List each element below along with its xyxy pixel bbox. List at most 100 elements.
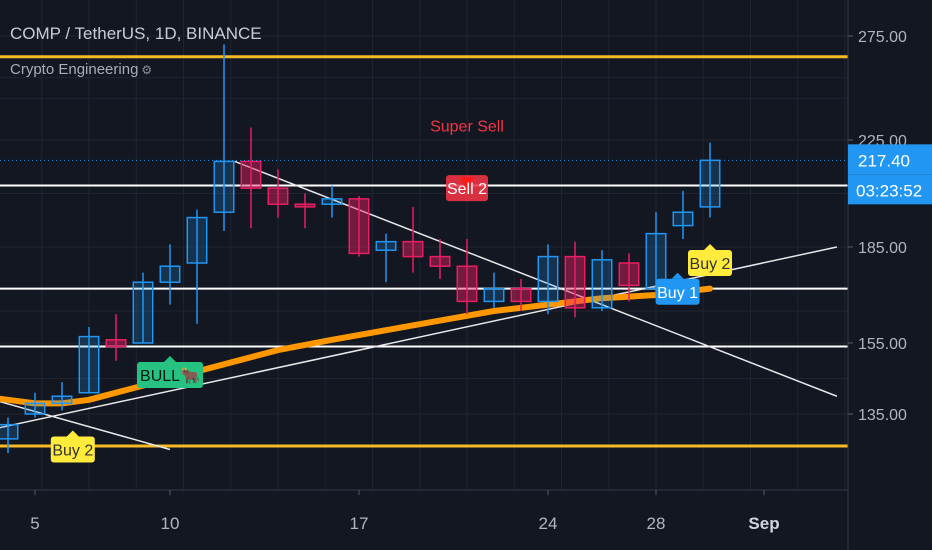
candle (672, 190, 694, 239)
time-tick-label: 5 (30, 514, 39, 533)
candle (429, 238, 451, 279)
signal-label: Buy 2 (690, 256, 731, 273)
candle (375, 233, 397, 283)
candle (321, 185, 343, 218)
time-tick-label: 24 (539, 514, 558, 533)
price-tick-label: 155.00 (858, 336, 907, 353)
price-tick-label: 135.00 (858, 407, 907, 424)
signal-box (137, 361, 203, 388)
trend-line (0, 400, 171, 451)
symbol-title: COMP / TetherUS, 1D, BINANCE (10, 24, 262, 43)
candle-body (132, 281, 154, 344)
signal-pointer (704, 244, 716, 250)
time-tick-label: 17 (350, 514, 369, 533)
indicator-title[interactable]: Crypto Engineering ⚙ (10, 61, 152, 78)
candle-body (321, 198, 343, 205)
time-tick-label: Sep (748, 514, 779, 533)
indicator-settings-icon[interactable]: ⚙ (141, 63, 153, 77)
candle-body (51, 395, 73, 405)
signal-box (688, 250, 732, 276)
candle (699, 142, 721, 218)
signal-pointer (164, 355, 176, 362)
buy-signal: Buy 1 (655, 272, 700, 305)
countdown-box (848, 174, 932, 205)
candle (348, 196, 370, 257)
candle-body (375, 240, 397, 251)
price-tick-label: 185.00 (858, 240, 907, 257)
candle-body (591, 259, 613, 309)
time-tick-label: 10 (161, 514, 180, 533)
candle-body (186, 216, 208, 264)
countdown-text: 03:23:52 (856, 181, 922, 200)
candle-body (24, 402, 46, 415)
candle (51, 382, 73, 411)
signal-label: BULL🐂 (140, 367, 200, 385)
candle-body (294, 203, 316, 208)
signal-box (50, 436, 95, 463)
signal-pointer (671, 272, 684, 279)
candle-body (429, 255, 451, 267)
candle-body (0, 423, 19, 440)
candle-body (456, 265, 478, 303)
candle-body (672, 211, 694, 227)
candle (78, 327, 100, 394)
candle (537, 244, 559, 315)
last-price-tag: 217.40 03:23:52 (848, 144, 932, 205)
candle (483, 272, 505, 308)
candle-body (105, 339, 127, 348)
candle (24, 392, 46, 418)
indicator-name: Crypto Engineering (10, 61, 139, 78)
candle (456, 238, 478, 315)
price-tick-label: 275.00 (858, 29, 907, 46)
candle (618, 253, 640, 302)
time-axis: 5 10 17 24 28 Sep (30, 490, 780, 533)
candle (105, 314, 127, 361)
buy-signal: Buy 2 (688, 244, 732, 276)
candle (213, 44, 235, 231)
bull-signal: BULL🐂 (137, 355, 203, 388)
buy-signal: Buy 2 (50, 430, 95, 463)
candle (564, 241, 586, 318)
candle-body (159, 265, 181, 283)
candle (159, 244, 181, 305)
last-price-text: 217.40 (858, 151, 910, 170)
candle-body (510, 287, 532, 303)
candle-body (267, 187, 289, 205)
last-price-box (848, 144, 932, 175)
candle (294, 193, 316, 229)
super-sell-label: Super Sell (430, 119, 504, 136)
time-tick-label: 28 (647, 514, 666, 533)
signal-label: Sell 2 (447, 181, 487, 198)
candle (0, 417, 19, 454)
candle (186, 209, 208, 324)
candle-body (699, 159, 721, 208)
signals: BULL🐂 Buy 2 Sell 2 Super Sell Buy 1 Buy 2 (50, 119, 732, 463)
trend-line (234, 160, 838, 397)
signal-pointer (66, 430, 79, 437)
candle-body (402, 240, 424, 258)
sell-signal: Sell 2 (446, 175, 488, 202)
candle (591, 250, 613, 311)
candle-body (564, 255, 586, 309)
signal-box (655, 278, 700, 305)
candle-body (78, 335, 100, 394)
candle-body (483, 287, 505, 303)
candle-body (537, 255, 559, 303)
candle (267, 169, 289, 218)
candle (510, 279, 532, 311)
candle (402, 206, 424, 273)
plot-area (0, 44, 848, 454)
candle-body (348, 198, 370, 255)
trend-line (0, 246, 838, 429)
candle-body (213, 160, 235, 213)
candle-body (618, 262, 640, 287)
candle (132, 272, 154, 344)
candle (240, 127, 262, 229)
candle-body (240, 160, 262, 189)
signal-label: Buy 1 (657, 285, 698, 302)
sell-arrow-icon (460, 177, 474, 195)
signal-label: Buy 2 (52, 443, 93, 460)
